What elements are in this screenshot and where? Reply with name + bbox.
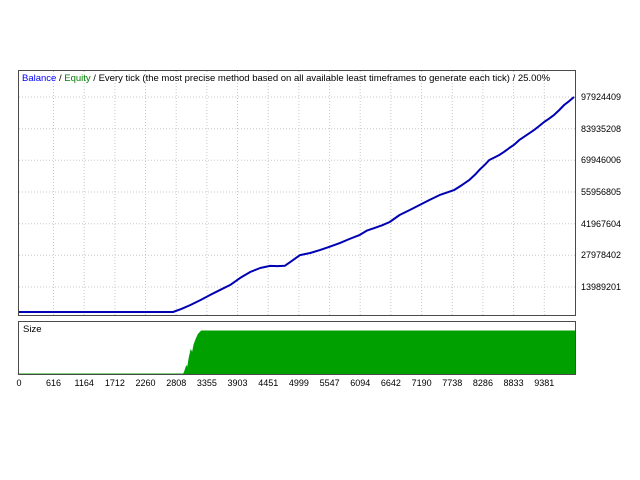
y-axis-label: 83935208 <box>581 123 622 134</box>
x-axis-label: 3903 <box>227 378 248 388</box>
x-axis-label: 6642 <box>380 378 401 388</box>
y-axis-label: 69946006 <box>581 155 622 166</box>
balance-chart-panel: Balance / Equity / Every tick (the most … <box>18 70 576 316</box>
balance-label: Balance <box>22 73 57 84</box>
x-axis-label: 7738 <box>442 378 463 388</box>
x-axis-label: 2808 <box>166 378 187 388</box>
x-axis-label: 1712 <box>104 378 125 388</box>
separator: / <box>56 73 65 84</box>
y-axis-label: 13989201 <box>581 281 622 292</box>
chart-header: Balance / Equity / Every tick (the most … <box>22 73 572 84</box>
size-label: Size <box>23 324 42 335</box>
x-axis-label: 9381 <box>534 378 555 388</box>
x-axis-label: 3355 <box>196 378 217 388</box>
y-axis-label: 27978402 <box>581 250 622 261</box>
x-axis-label: 6094 <box>350 378 371 388</box>
y-axis-label: 97924409 <box>581 91 622 102</box>
equity-label: Equity <box>64 73 91 84</box>
balance-chart-canvas <box>19 71 575 320</box>
y-axis-label: 55956805 <box>581 186 622 197</box>
x-axis-label: 8286 <box>472 378 493 388</box>
separator: / <box>509 73 518 84</box>
y-axis-label: 41967604 <box>581 218 622 229</box>
size-panel: Size <box>18 321 576 375</box>
separator: / <box>90 73 99 84</box>
x-axis-label: 5547 <box>319 378 340 388</box>
x-axis-label: 7190 <box>411 378 432 388</box>
modelling-quality: 25.00% <box>517 73 551 84</box>
x-axis-label: 616 <box>45 378 61 388</box>
size-chart-canvas <box>19 322 576 379</box>
x-axis-label: 4999 <box>288 378 309 388</box>
x-axis-label: 0 <box>16 378 22 388</box>
x-axis-label: 8833 <box>503 378 524 388</box>
x-axis-label: 4451 <box>258 378 279 388</box>
x-axis-label: 2260 <box>135 378 156 388</box>
x-axis-label: 1164 <box>74 378 94 388</box>
model-description: Every tick (the most precise method base… <box>98 73 510 84</box>
